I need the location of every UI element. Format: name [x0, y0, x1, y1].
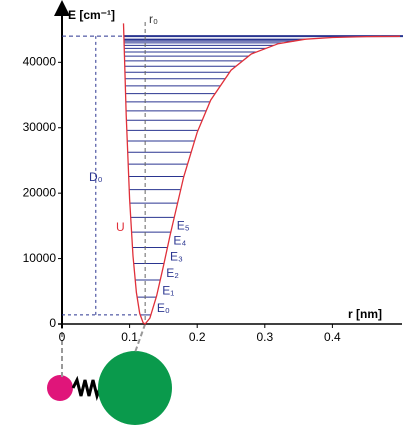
y-tick-label: 0	[49, 316, 56, 330]
molecule	[47, 351, 172, 425]
guide-line	[134, 323, 147, 353]
level-label: E₄	[173, 234, 186, 248]
r0-label: r₀	[149, 12, 158, 26]
curve-label: U	[116, 220, 125, 234]
y-tick-label: 40000	[23, 55, 57, 69]
potential-curve	[122, 23, 401, 325]
x-tick-label: 0.2	[189, 330, 206, 344]
d0-label: D₀	[89, 170, 103, 184]
y-tick-label: 10000	[23, 251, 57, 265]
y-axis-label: E [cm⁻¹]	[68, 8, 115, 22]
x-axis-label: r [nm]	[348, 307, 382, 321]
level-label: E₁	[162, 283, 174, 297]
y-tick-label: 30000	[23, 120, 57, 134]
level-label: E₀	[157, 301, 170, 315]
y-tick-label: 20000	[23, 185, 57, 199]
level-label: E₃	[170, 250, 183, 264]
x-tick-label: 0.4	[324, 330, 341, 344]
x-tick-label: 0.1	[121, 330, 138, 344]
level-label: E₅	[177, 218, 190, 232]
x-tick-label: 0.3	[256, 330, 273, 344]
x-tick-label: 0	[59, 330, 66, 344]
level-label: E₂	[166, 266, 179, 280]
